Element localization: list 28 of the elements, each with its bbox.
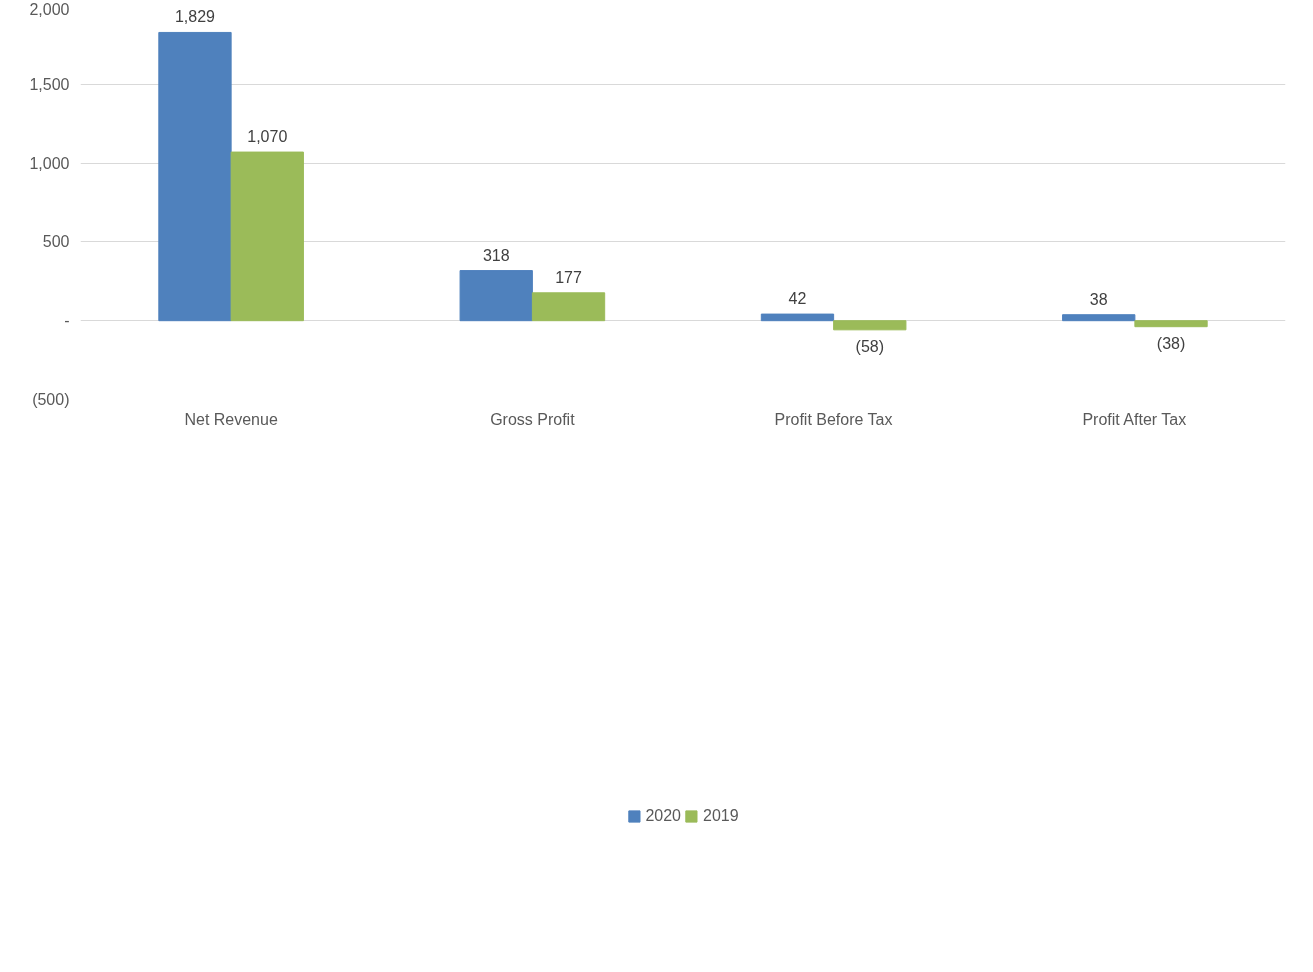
bar — [459, 270, 533, 322]
x-tick-label: Net Revenue — [184, 410, 278, 428]
bar — [1062, 314, 1136, 322]
data-label: (38) — [1156, 334, 1186, 352]
bar — [531, 292, 606, 322]
data-label: 1,829 — [174, 8, 216, 26]
bar — [230, 151, 304, 322]
data-label: 177 — [555, 268, 582, 286]
data-label: 318 — [482, 246, 510, 264]
bar — [760, 313, 835, 322]
y-tick-label: 500 — [42, 233, 70, 251]
bar — [158, 31, 232, 322]
data-label: 38 — [1089, 290, 1108, 308]
legend-label: 2019 — [703, 806, 739, 825]
x-tick-label: Profit Before Tax — [774, 410, 893, 428]
data-label: 42 — [788, 290, 807, 308]
y-tick-label: - — [64, 312, 70, 330]
legend-label: 2020 — [645, 806, 681, 825]
x-tick-label: Gross Profit — [490, 410, 576, 428]
bar — [833, 320, 907, 331]
data-label: (58) — [855, 337, 884, 355]
y-tick-label: 2,000 — [29, 0, 70, 18]
x-tick-label: Profit After Tax — [1082, 410, 1187, 428]
y-tick-label: 1,000 — [29, 154, 70, 172]
y-tick-label: 1,500 — [29, 75, 70, 93]
y-tick-label: (500) — [32, 391, 70, 408]
bar — [1134, 320, 1208, 328]
data-label: 1,070 — [247, 128, 288, 146]
